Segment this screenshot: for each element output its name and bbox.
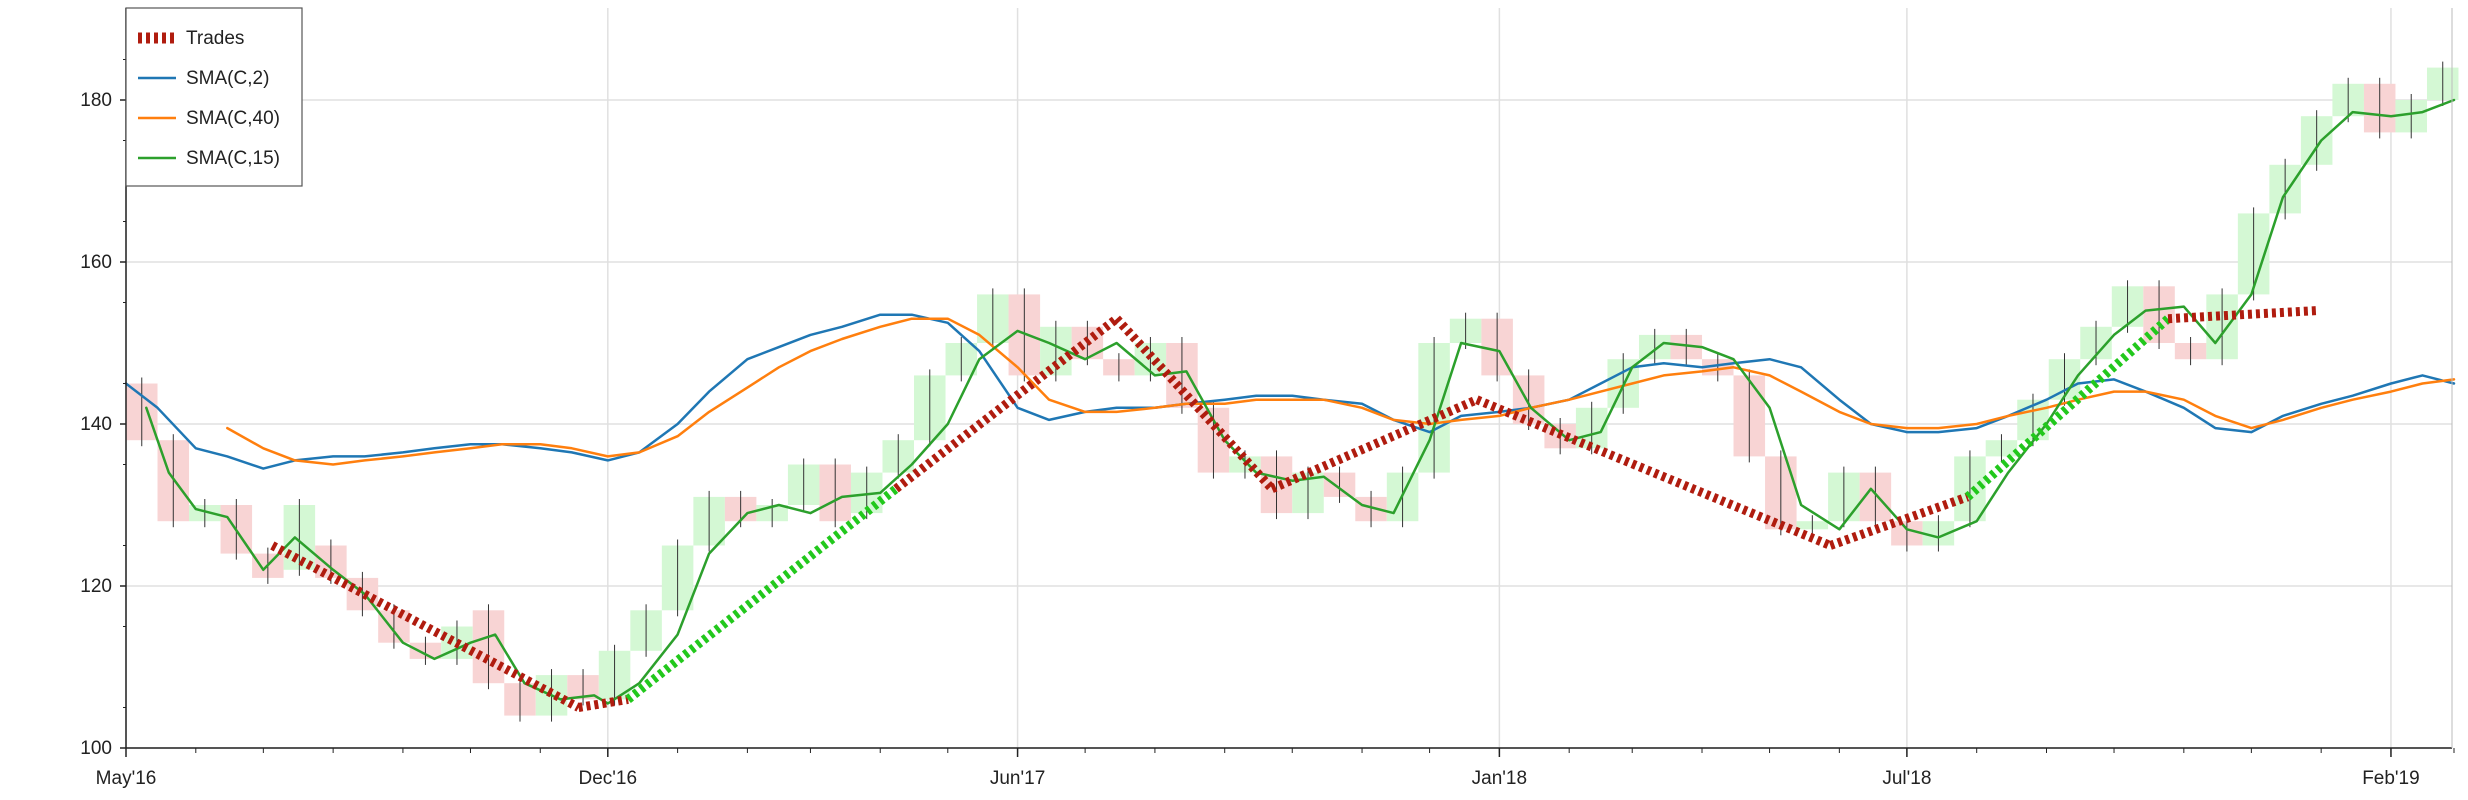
trade-line	[2167, 306, 2317, 324]
y-tick-label: 160	[80, 252, 112, 273]
x-tick-label: Jun'17	[990, 768, 1045, 789]
y-tick-label: 100	[80, 738, 112, 759]
y-tick-label: 120	[80, 576, 112, 597]
x-tick-label: Jan'18	[1472, 768, 1527, 789]
trade-lines	[270, 306, 2317, 712]
trade-line	[625, 485, 899, 703]
x-tick-label: Feb'19	[2362, 768, 2420, 789]
trade-line	[893, 315, 1120, 493]
trade-line	[577, 694, 629, 712]
tick-labels: 100 120 140 160 180 May'16 Dec'16 Jun'17 Jan'18 J…	[80, 59, 2455, 789]
trade-line	[1270, 395, 1479, 493]
x-tick-label: May'16	[96, 768, 157, 789]
trade-line	[1113, 315, 1276, 492]
series-line-sma-c-15-	[145, 98, 2456, 705]
trade-line	[270, 541, 581, 712]
x-tick-label: Dec'16	[579, 768, 638, 789]
legend-label: SMA(C,40)	[186, 108, 280, 129]
y-tick-label: 180	[80, 90, 112, 111]
trade-line	[1828, 492, 1970, 550]
x-tick-label: Jul'18	[1882, 768, 1931, 789]
legend-label: SMA(C,2)	[186, 68, 269, 89]
legend: Trades SMA(C,2) SMA(C,40) SMA(C,15)	[125, 7, 303, 187]
legend-label: Trades	[186, 28, 244, 49]
legend-label: SMA(C,15)	[186, 148, 280, 169]
y-tick-label: 140	[80, 414, 112, 435]
series-line-sma-c-2-	[124, 313, 2456, 470]
